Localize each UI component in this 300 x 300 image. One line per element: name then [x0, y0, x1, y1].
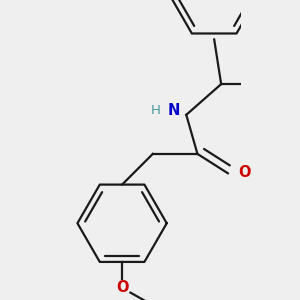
Text: N: N [167, 103, 180, 118]
Text: H: H [151, 104, 160, 117]
Text: O: O [116, 280, 128, 295]
Text: O: O [238, 164, 250, 179]
